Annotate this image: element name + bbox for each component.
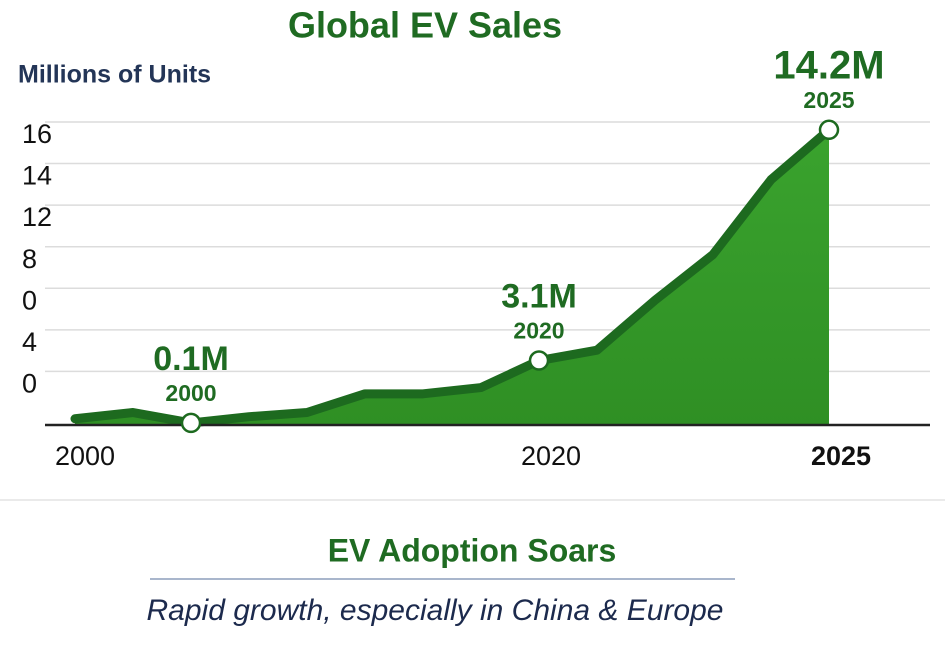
headline: EV Adoption Soars — [328, 532, 617, 568]
annotation-year: 2000 — [165, 380, 216, 406]
y-tick-label: 0 — [22, 285, 37, 315]
x-tick-label: 2000 — [55, 441, 115, 471]
annotation-value: 0.1M — [153, 340, 229, 378]
highlight-point — [180, 412, 202, 434]
highlight-point — [818, 119, 840, 141]
annotation-year: 2020 — [513, 318, 564, 344]
annotation-year: 2025 — [803, 87, 854, 113]
x-tick-label: 2020 — [521, 441, 581, 471]
y-tick-label: 14 — [22, 161, 52, 191]
y-tick-label: 16 — [22, 119, 52, 149]
caption: Rapid growth, especially in China & Euro… — [147, 594, 724, 627]
chart-title: Global EV Sales — [288, 5, 562, 46]
y-tick-label: 0 — [22, 369, 37, 399]
y-axis-label: Millions of Units — [18, 61, 211, 89]
annotation-value: 3.1M — [501, 278, 577, 316]
y-tick-label: 4 — [22, 327, 37, 357]
y-tick-label: 8 — [22, 244, 37, 274]
annotation-value: 14.2M — [773, 43, 884, 87]
y-tick-label: 12 — [22, 202, 52, 232]
highlight-point — [528, 350, 550, 371]
area-fill — [75, 129, 829, 425]
x-tick-label: 2025 — [811, 441, 871, 471]
